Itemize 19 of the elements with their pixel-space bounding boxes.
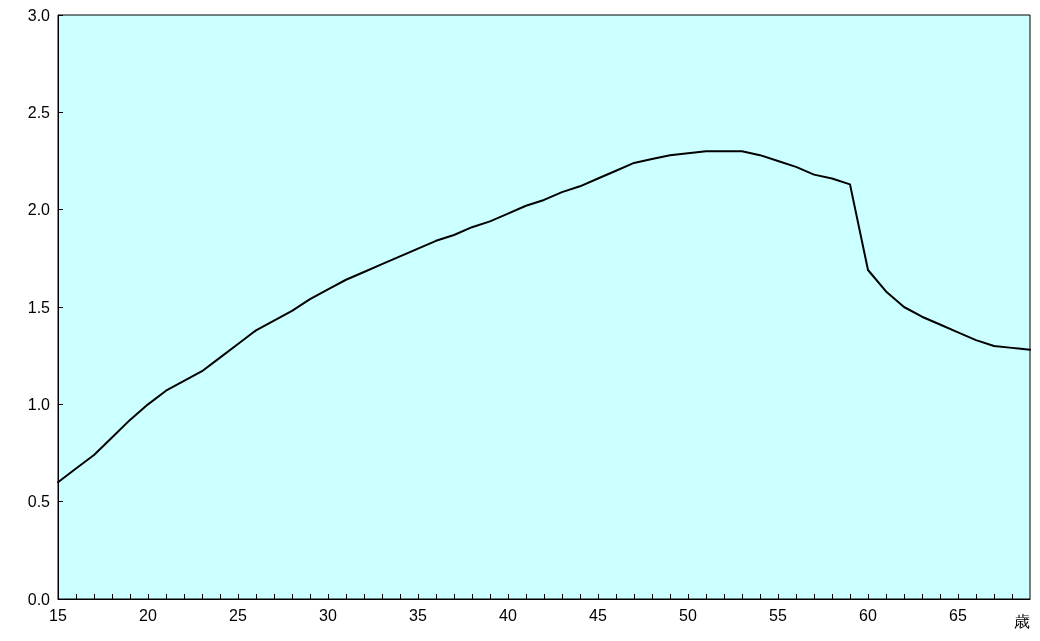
y-tick-label: 2.0 bbox=[27, 201, 51, 219]
y-tick-label: 0.0 bbox=[27, 590, 51, 608]
y-tick-label: 2.5 bbox=[27, 103, 51, 121]
x-tick-label: 50 bbox=[679, 606, 697, 624]
x-tick-label: 25 bbox=[229, 606, 247, 624]
x-tick-label: 65 bbox=[949, 606, 967, 624]
y-tick-label: 1.5 bbox=[27, 298, 51, 316]
x-tick-label: 15 bbox=[49, 606, 67, 624]
x-tick-label: 55 bbox=[769, 606, 787, 624]
x-axis-title: 歳 bbox=[1014, 611, 1030, 631]
y-tick-label: 1.0 bbox=[27, 395, 51, 413]
y-tick-label: 3.0 bbox=[27, 6, 51, 24]
y-tick-label: 0.5 bbox=[27, 493, 51, 511]
x-tick-label: 45 bbox=[589, 606, 607, 624]
x-tick-label: 35 bbox=[409, 606, 427, 624]
x-tick-label: 20 bbox=[139, 606, 157, 624]
x-tick-label: 60 bbox=[859, 606, 877, 624]
x-tick-label: 30 bbox=[319, 606, 337, 624]
x-tick-label: 40 bbox=[499, 606, 517, 624]
